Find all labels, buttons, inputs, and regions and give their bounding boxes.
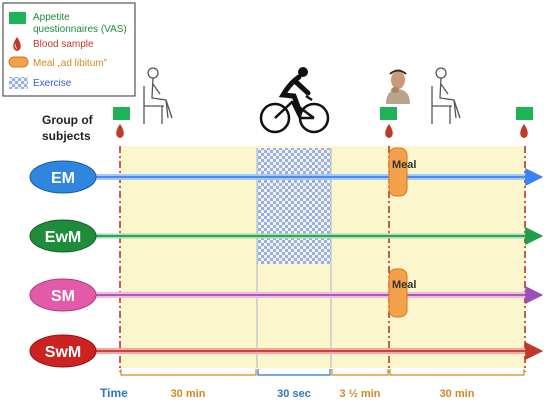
exercise-block	[257, 148, 331, 264]
bracket-segment-4	[389, 369, 525, 376]
meal-capsule-icon	[388, 147, 408, 197]
time-label: Time	[100, 386, 128, 400]
meal-capsule-icon	[388, 268, 408, 318]
meal-label-em: Meal	[392, 159, 416, 171]
segment-label-2: 30 sec	[277, 388, 311, 400]
bracket-segment-1	[120, 369, 257, 376]
seated-person-icon	[431, 67, 461, 124]
vas-icon	[516, 107, 533, 120]
segment-label-4: 30 min	[440, 388, 475, 400]
group-label-line1: Group of	[42, 113, 94, 127]
legend-exercise-label: Exercise	[33, 78, 72, 89]
legend-item-appetite: Appetite questionnaires (VAS)	[9, 12, 127, 35]
legend-blood-label: Blood sample	[33, 39, 94, 50]
segment-label-3: 3 ½ min	[340, 388, 381, 400]
exercise-pattern-icon	[9, 77, 28, 89]
bracket-segment-3	[331, 369, 389, 376]
meal-capsule-icon	[8, 56, 29, 68]
group-label-line2: subjects	[42, 129, 91, 143]
legend-item-exercise: Exercise	[9, 77, 72, 89]
group-badge-sm	[29, 278, 97, 312]
legend: Appetite questionnaires (VAS) Blood samp…	[2, 2, 136, 97]
group-code-ewm: EwM	[45, 229, 81, 246]
legend-meal-label: Meal „ad libitum”	[33, 58, 107, 69]
group-code-em: EM	[51, 170, 75, 187]
segment-label-1: 30 min	[171, 388, 206, 400]
legend-item-blood: Blood sample	[13, 37, 94, 51]
blood-drop-icon	[385, 124, 393, 138]
meal-sm: Meal	[388, 268, 416, 318]
vas-icon	[113, 107, 130, 120]
meal-label-sm: Meal	[392, 279, 416, 291]
bracket-segment-2	[257, 369, 331, 376]
group-code-swm: SwM	[45, 344, 81, 361]
seated-person-icon	[143, 67, 173, 124]
group-row-em: EM	[29, 160, 544, 194]
cyclist-icon	[259, 67, 330, 134]
sample-markers	[113, 107, 533, 138]
meal-em: Meal	[388, 147, 416, 197]
group-row-sm: SM	[29, 278, 544, 312]
group-row-ewm: EwM	[29, 219, 544, 253]
group-badge-em	[29, 160, 97, 194]
group-badge-swm	[29, 334, 97, 368]
legend-appetite-label-1: Appetite	[33, 12, 70, 23]
group-row-swm: SwM	[29, 334, 544, 368]
blood-drop-icon	[520, 124, 528, 138]
group-code-sm: SM	[51, 288, 75, 305]
blood-drop-icon	[116, 124, 124, 138]
vas-icon	[380, 107, 397, 120]
group-badge-ewm	[29, 219, 97, 253]
appetite-questionnaire-icon	[9, 12, 26, 24]
legend-appetite-label-2: questionnaires (VAS)	[33, 24, 127, 35]
legend-item-meal: Meal „ad libitum”	[8, 56, 107, 69]
person-eating-icon	[386, 69, 410, 104]
time-axis: Time 30 min 30 sec 3 ½ min 30 min	[100, 369, 525, 400]
